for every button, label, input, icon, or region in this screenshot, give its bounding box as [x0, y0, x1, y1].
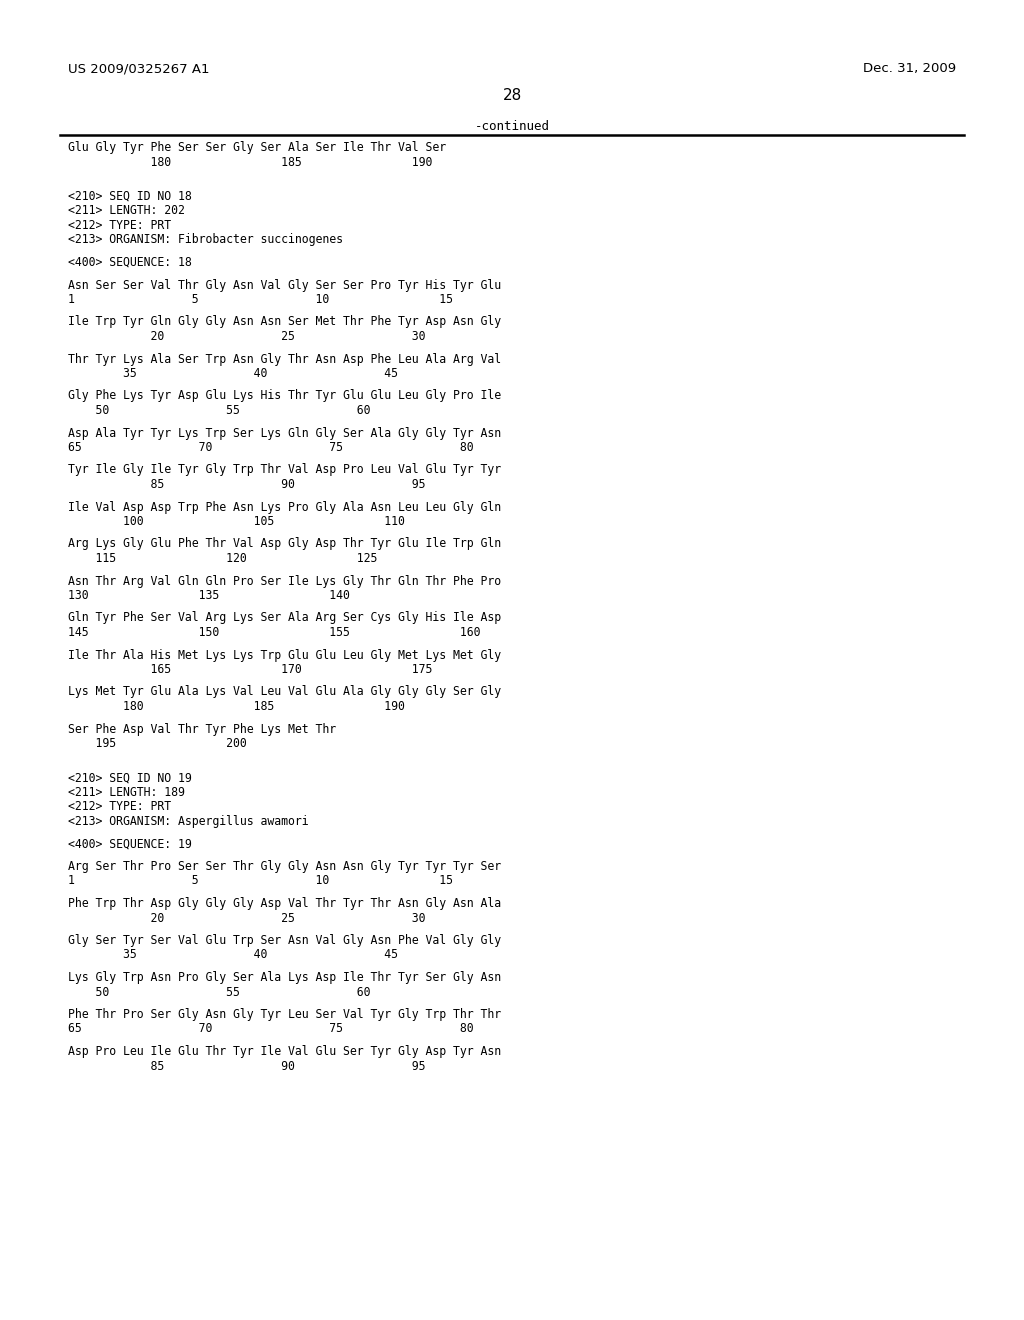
Text: 180                185                190: 180 185 190	[68, 156, 432, 169]
Text: 85                 90                 95: 85 90 95	[68, 1060, 426, 1072]
Text: Gly Ser Tyr Ser Val Glu Trp Ser Asn Val Gly Asn Phe Val Gly Gly: Gly Ser Tyr Ser Val Glu Trp Ser Asn Val …	[68, 935, 501, 946]
Text: 85                 90                 95: 85 90 95	[68, 478, 426, 491]
Text: <400> SEQUENCE: 19: <400> SEQUENCE: 19	[68, 837, 191, 850]
Text: 50                 55                 60: 50 55 60	[68, 986, 371, 998]
Text: <210> SEQ ID NO 19: <210> SEQ ID NO 19	[68, 771, 191, 784]
Text: Asn Thr Arg Val Gln Gln Pro Ser Ile Lys Gly Thr Gln Thr Phe Pro: Asn Thr Arg Val Gln Gln Pro Ser Ile Lys …	[68, 574, 501, 587]
Text: 130                135                140: 130 135 140	[68, 589, 350, 602]
Text: 165                170                175: 165 170 175	[68, 663, 432, 676]
Text: Phe Thr Pro Ser Gly Asn Gly Tyr Leu Ser Val Tyr Gly Trp Thr Thr: Phe Thr Pro Ser Gly Asn Gly Tyr Leu Ser …	[68, 1008, 501, 1020]
Text: 28: 28	[503, 88, 521, 103]
Text: 35                 40                 45: 35 40 45	[68, 949, 398, 961]
Text: 1                 5                 10                15: 1 5 10 15	[68, 874, 453, 887]
Text: <400> SEQUENCE: 18: <400> SEQUENCE: 18	[68, 256, 191, 269]
Text: Arg Ser Thr Pro Ser Ser Thr Gly Gly Asn Asn Gly Tyr Tyr Tyr Ser: Arg Ser Thr Pro Ser Ser Thr Gly Gly Asn …	[68, 861, 501, 873]
Text: 145                150                155                160: 145 150 155 160	[68, 626, 480, 639]
Text: Arg Lys Gly Glu Phe Thr Val Asp Gly Asp Thr Tyr Glu Ile Trp Gln: Arg Lys Gly Glu Phe Thr Val Asp Gly Asp …	[68, 537, 501, 550]
Text: US 2009/0325267 A1: US 2009/0325267 A1	[68, 62, 210, 75]
Text: Gly Phe Lys Tyr Asp Glu Lys His Thr Tyr Glu Glu Leu Gly Pro Ile: Gly Phe Lys Tyr Asp Glu Lys His Thr Tyr …	[68, 389, 501, 403]
Text: <210> SEQ ID NO 18: <210> SEQ ID NO 18	[68, 190, 191, 203]
Text: 100                105                110: 100 105 110	[68, 515, 404, 528]
Text: 20                 25                 30: 20 25 30	[68, 330, 426, 343]
Text: Ile Val Asp Asp Trp Phe Asn Lys Pro Gly Ala Asn Leu Leu Gly Gln: Ile Val Asp Asp Trp Phe Asn Lys Pro Gly …	[68, 500, 501, 513]
Text: 35                 40                 45: 35 40 45	[68, 367, 398, 380]
Text: Glu Gly Tyr Phe Ser Ser Gly Ser Ala Ser Ile Thr Val Ser: Glu Gly Tyr Phe Ser Ser Gly Ser Ala Ser …	[68, 141, 446, 154]
Text: 50                 55                 60: 50 55 60	[68, 404, 371, 417]
Text: 115                120                125: 115 120 125	[68, 552, 378, 565]
Text: Asp Ala Tyr Tyr Lys Trp Ser Lys Gln Gly Ser Ala Gly Gly Tyr Asn: Asp Ala Tyr Tyr Lys Trp Ser Lys Gln Gly …	[68, 426, 501, 440]
Text: Asn Ser Ser Val Thr Gly Asn Val Gly Ser Ser Pro Tyr His Tyr Glu: Asn Ser Ser Val Thr Gly Asn Val Gly Ser …	[68, 279, 501, 292]
Text: <211> LENGTH: 189: <211> LENGTH: 189	[68, 785, 185, 799]
Text: Lys Gly Trp Asn Pro Gly Ser Ala Lys Asp Ile Thr Tyr Ser Gly Asn: Lys Gly Trp Asn Pro Gly Ser Ala Lys Asp …	[68, 972, 501, 983]
Text: Ile Thr Ala His Met Lys Lys Trp Glu Glu Leu Gly Met Lys Met Gly: Ile Thr Ala His Met Lys Lys Trp Glu Glu …	[68, 648, 501, 661]
Text: Phe Trp Thr Asp Gly Gly Gly Asp Val Thr Tyr Thr Asn Gly Asn Ala: Phe Trp Thr Asp Gly Gly Gly Asp Val Thr …	[68, 898, 501, 909]
Text: 180                185                190: 180 185 190	[68, 700, 404, 713]
Text: Thr Tyr Lys Ala Ser Trp Asn Gly Thr Asn Asp Phe Leu Ala Arg Val: Thr Tyr Lys Ala Ser Trp Asn Gly Thr Asn …	[68, 352, 501, 366]
Text: 65                 70                 75                 80: 65 70 75 80	[68, 441, 474, 454]
Text: 20                 25                 30: 20 25 30	[68, 912, 426, 924]
Text: Tyr Ile Gly Ile Tyr Gly Trp Thr Val Asp Pro Leu Val Glu Tyr Tyr: Tyr Ile Gly Ile Tyr Gly Trp Thr Val Asp …	[68, 463, 501, 477]
Text: Asp Pro Leu Ile Glu Thr Tyr Ile Val Glu Ser Tyr Gly Asp Tyr Asn: Asp Pro Leu Ile Glu Thr Tyr Ile Val Glu …	[68, 1045, 501, 1059]
Text: 195                200: 195 200	[68, 737, 247, 750]
Text: <213> ORGANISM: Aspergillus awamori: <213> ORGANISM: Aspergillus awamori	[68, 814, 308, 828]
Text: Dec. 31, 2009: Dec. 31, 2009	[863, 62, 956, 75]
Text: Lys Met Tyr Glu Ala Lys Val Leu Val Glu Ala Gly Gly Gly Ser Gly: Lys Met Tyr Glu Ala Lys Val Leu Val Glu …	[68, 685, 501, 698]
Text: <212> TYPE: PRT: <212> TYPE: PRT	[68, 800, 171, 813]
Text: Ile Trp Tyr Gln Gly Gly Asn Asn Ser Met Thr Phe Tyr Asp Asn Gly: Ile Trp Tyr Gln Gly Gly Asn Asn Ser Met …	[68, 315, 501, 329]
Text: 65                 70                 75                 80: 65 70 75 80	[68, 1023, 474, 1035]
Text: <211> LENGTH: 202: <211> LENGTH: 202	[68, 205, 185, 218]
Text: 1                 5                 10                15: 1 5 10 15	[68, 293, 453, 306]
Text: Gln Tyr Phe Ser Val Arg Lys Ser Ala Arg Ser Cys Gly His Ile Asp: Gln Tyr Phe Ser Val Arg Lys Ser Ala Arg …	[68, 611, 501, 624]
Text: <212> TYPE: PRT: <212> TYPE: PRT	[68, 219, 171, 232]
Text: Ser Phe Asp Val Thr Tyr Phe Lys Met Thr: Ser Phe Asp Val Thr Tyr Phe Lys Met Thr	[68, 722, 336, 735]
Text: <213> ORGANISM: Fibrobacter succinogenes: <213> ORGANISM: Fibrobacter succinogenes	[68, 234, 343, 247]
Text: -continued: -continued	[474, 120, 550, 133]
